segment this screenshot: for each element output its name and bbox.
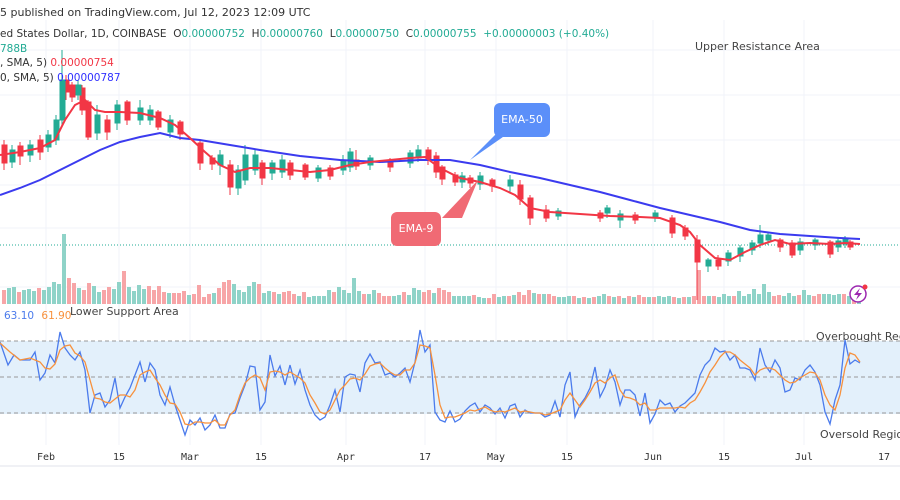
- x-tick: 17: [877, 452, 891, 463]
- upper-resistance-label: Upper Resistance Area: [695, 40, 820, 53]
- open-value: 0.00000752: [181, 28, 245, 40]
- ema9-callout-pointer: [442, 180, 478, 218]
- ema9-value: 0.00000754: [50, 57, 114, 69]
- volume-bars: [2, 234, 861, 304]
- x-tick: 15: [560, 452, 574, 463]
- low-value: 0.00000750: [335, 28, 400, 40]
- volume-value: 788B: [0, 43, 28, 55]
- ema50-value: 0.00000787: [57, 72, 121, 84]
- close-value: 0.00000755: [413, 28, 477, 40]
- rsi-signal-value: 61.90: [41, 310, 72, 322]
- oversold-label: Oversold Regio: [820, 428, 900, 441]
- x-tick: 15: [112, 452, 126, 463]
- ema50-line: [0, 131, 861, 240]
- x-tick: Feb: [36, 452, 56, 463]
- rsi-line: [0, 329, 861, 438]
- ema9-line: [0, 98, 861, 262]
- lower-support-label: Lower Support Area: [70, 305, 179, 318]
- rsi-legend: 63.10 61.90: [4, 310, 71, 322]
- rsi-value: 63.10: [4, 310, 35, 322]
- rsi-levels: [0, 340, 900, 414]
- published-header: 5 published on TradingView.com, Jul 12, …: [0, 6, 311, 19]
- symbol-name: ed States Dollar, 1D, COINBASE: [0, 28, 167, 40]
- candlesticks: [1, 50, 854, 300]
- x-tick: Jun: [643, 452, 663, 463]
- ema50-callout-pointer: [470, 132, 510, 160]
- x-tick: May: [486, 452, 506, 463]
- lightning-alert-icon[interactable]: [849, 284, 868, 303]
- ema50-callout: EMA-50: [494, 103, 550, 137]
- overbought-label: Overbought Regi: [816, 330, 900, 343]
- rsi-signal-line: [0, 342, 861, 426]
- ema9-callout: EMA-9: [391, 212, 441, 246]
- ema9-legend: , SMA, 5) 0.00000754: [0, 57, 114, 69]
- change-value: +0.00000003 (+0.40%): [483, 28, 610, 40]
- x-tick: 17: [418, 452, 432, 463]
- x-tick: 15: [717, 452, 731, 463]
- symbol-ohlc-legend: ed States Dollar, 1D, COINBASE O0.000007…: [0, 28, 610, 40]
- x-tick: Jul: [794, 452, 814, 463]
- x-tick: Apr: [336, 452, 356, 463]
- high-value: 0.00000760: [259, 28, 323, 40]
- x-tick: Mar: [180, 452, 200, 463]
- x-tick: 15: [254, 452, 268, 463]
- ema50-legend: 0, SMA, 5) 0.00000787: [0, 72, 121, 84]
